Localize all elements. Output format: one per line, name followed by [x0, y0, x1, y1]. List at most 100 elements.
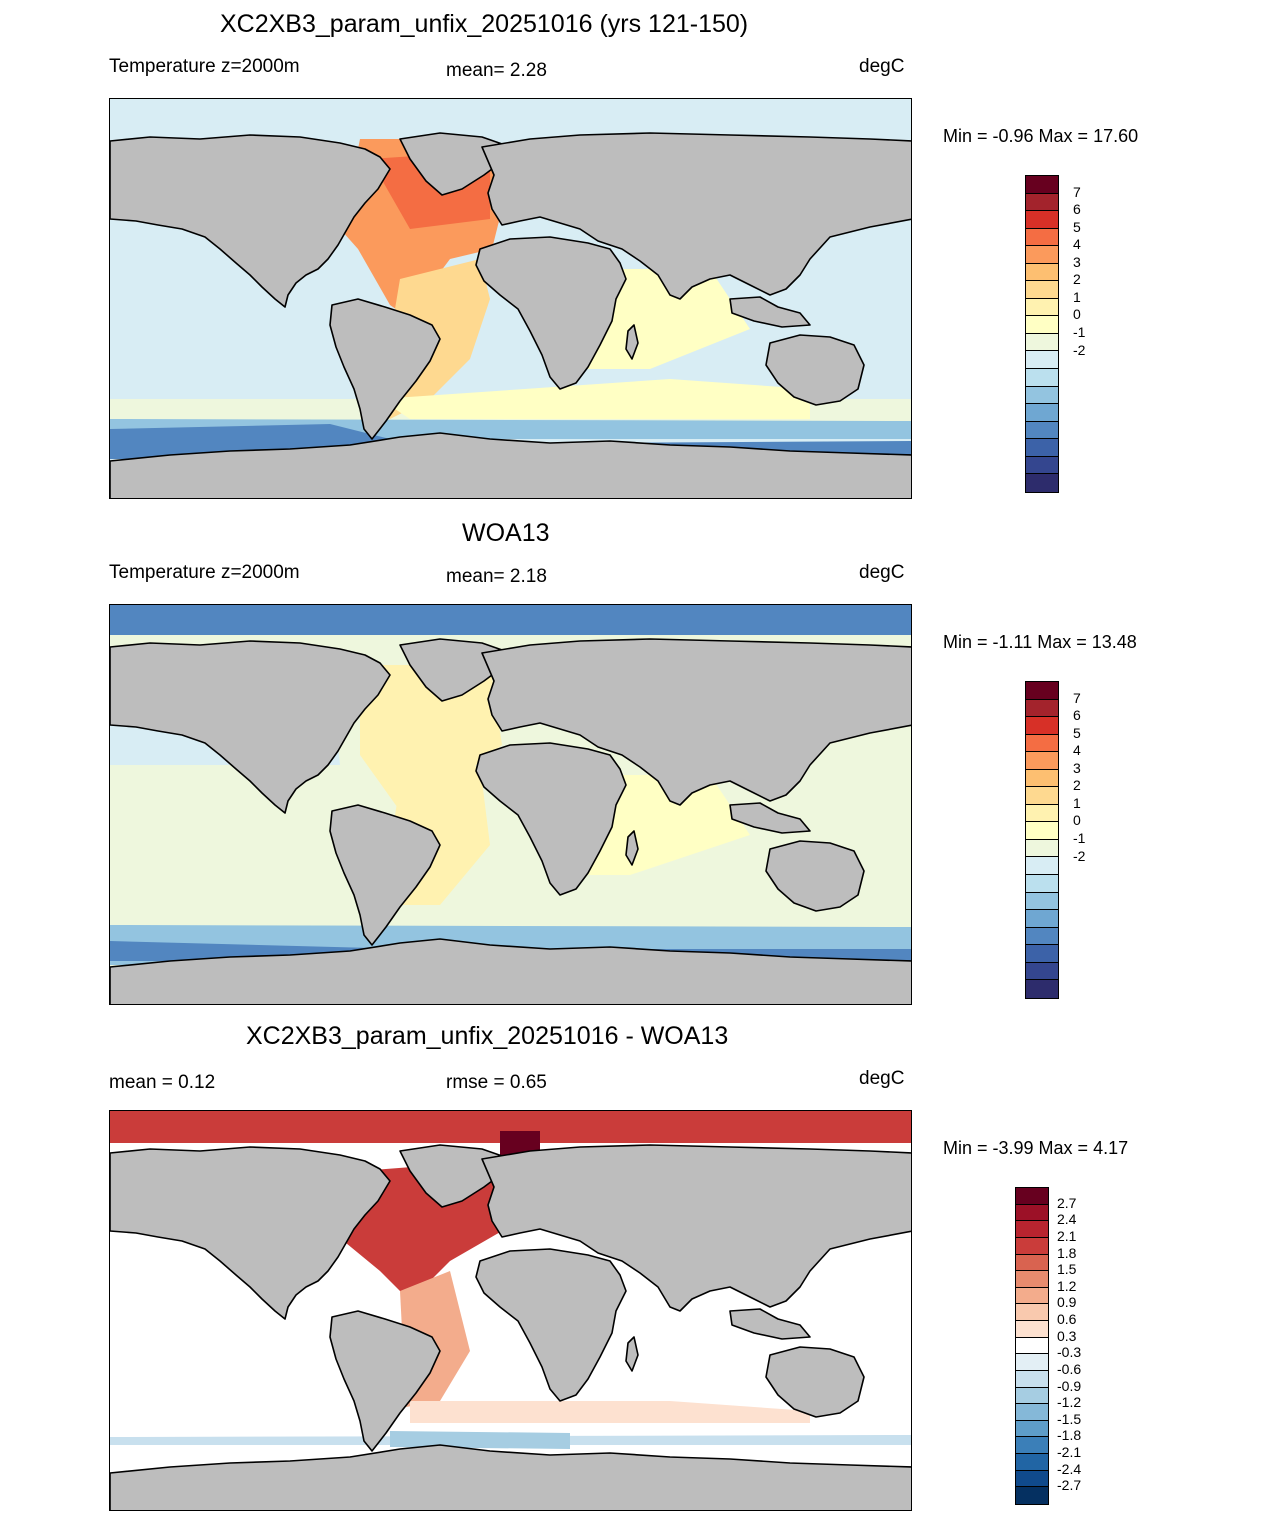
colorbar-swatch: [1016, 1287, 1048, 1305]
landmass-antarctica: [110, 1444, 911, 1510]
ocean-field-region: [110, 1111, 911, 1143]
colorbar-tick-label: 1.2: [1057, 1277, 1077, 1294]
panel3-mean-label: mean = 0.12: [109, 1072, 216, 1093]
panel3-rmse-label: rmse = 0.65: [446, 1072, 547, 1093]
colorbar-tick-label: 5: [1073, 218, 1081, 235]
colorbar-tick-label: -1: [1073, 830, 1086, 846]
colorbar-tick-label: 7: [1073, 689, 1081, 706]
colorbar-swatch: [1016, 1321, 1048, 1338]
colorbar-swatch: [1026, 369, 1058, 387]
colorbar-swatch: [1026, 787, 1058, 805]
colorbar-tick-label: 0: [1073, 812, 1081, 829]
colorbar-swatch: [1016, 1454, 1048, 1471]
panel1-units: degC: [859, 56, 905, 77]
colorbar-tick-label: -2.4: [1057, 1460, 1082, 1477]
colorbar-swatch: [1016, 1404, 1048, 1421]
panel1-variable-label: Temperature z=2000m: [109, 56, 300, 77]
colorbar-tick-label: -1.2: [1057, 1394, 1082, 1411]
colorbar-tick-label: 3: [1073, 253, 1081, 270]
landmass-northAmerica: [110, 640, 391, 814]
colorbar-tick-label: -2.7: [1057, 1477, 1082, 1494]
colorbar-swatch: [1026, 228, 1058, 247]
colorbar-swatch: [1016, 1254, 1048, 1272]
colorbar-tick-label: 4: [1073, 236, 1081, 253]
colorbar-swatch: [1026, 439, 1058, 457]
colorbar-tick-label: -2.1: [1057, 1444, 1082, 1461]
panel3-minmax: Min = -3.99 Max = 4.17: [943, 1138, 1129, 1158]
colorbar-swatch: [1016, 1420, 1048, 1438]
colorbar-swatch: [1026, 404, 1058, 422]
colorbar-swatch: [1026, 333, 1058, 352]
landmass-southAmerica: [329, 298, 441, 440]
colorbar-swatch: [1026, 176, 1058, 194]
colorbar-swatch: [1016, 1370, 1048, 1388]
panel2-map-svg: [110, 605, 911, 1004]
panel1-minmax: Min = -0.96 Max = 17.60: [943, 126, 1139, 146]
colorbar-tick-label: -1.5: [1057, 1410, 1082, 1427]
panel2-colorbar: [1025, 681, 1059, 999]
colorbar-swatch: [1026, 839, 1058, 858]
colorbar-swatch: [1026, 892, 1058, 911]
landmass-greenland: [399, 1144, 506, 1208]
ocean-field-region: [390, 1431, 570, 1449]
colorbar-swatch: [1016, 1304, 1048, 1321]
colorbar-tick-label: 1.8: [1057, 1244, 1077, 1261]
landmass-eurasia: [481, 132, 911, 300]
ocean-field-region: [360, 665, 502, 825]
landmass-madagascar: [625, 1336, 639, 1372]
panel3-map: [109, 1110, 912, 1511]
colorbar-tick-label: 4: [1073, 742, 1081, 759]
panel3-colorbar: [1015, 1187, 1049, 1505]
colorbar-swatch: [1026, 822, 1058, 840]
colorbar-swatch: [1026, 927, 1058, 946]
colorbar-swatch: [1026, 980, 1058, 998]
panel2-variable-label: Temperature z=2000m: [109, 562, 300, 583]
colorbar-swatch: [1026, 910, 1058, 928]
panel2-map: [109, 604, 912, 1005]
panel2-title: WOA13: [462, 519, 550, 547]
landmass-antarctica: [110, 938, 911, 1004]
colorbar-swatch: [1016, 1188, 1048, 1205]
colorbar-swatch: [1026, 316, 1058, 334]
ocean-field-region: [580, 269, 750, 369]
colorbar-swatch: [1026, 211, 1058, 229]
colorbar-swatch: [1016, 1221, 1048, 1238]
colorbar-tick-label: -2: [1073, 847, 1086, 864]
colorbar-swatch: [1026, 474, 1058, 492]
landmass-australia: [765, 334, 865, 406]
colorbar-swatch: [1026, 246, 1058, 264]
colorbar-swatch: [1016, 1337, 1048, 1355]
colorbar-swatch: [1026, 875, 1058, 893]
colorbar-tick-label: -0.3: [1057, 1344, 1082, 1361]
colorbar-tick-label: -0.6: [1057, 1360, 1082, 1377]
panel2-mean-label: mean= 2.18: [446, 566, 547, 587]
colorbar-swatch: [1026, 945, 1058, 963]
colorbar-swatch: [1016, 1387, 1048, 1405]
colorbar-tick-label: 2.4: [1057, 1211, 1077, 1228]
colorbar-swatch: [1026, 804, 1058, 823]
colorbar-swatch: [1026, 752, 1058, 770]
colorbar-swatch: [1026, 962, 1058, 981]
colorbar-tick-label: 6: [1073, 201, 1081, 218]
ocean-field-region: [410, 1401, 810, 1423]
landmass-africa: [475, 1248, 627, 1402]
colorbar-tick-label: -1.8: [1057, 1427, 1082, 1444]
landmass-eurasia: [481, 1144, 911, 1312]
colorbar-swatch: [1016, 1204, 1048, 1222]
landmass-indonesia: [729, 1308, 811, 1340]
colorbar-tick-label: 1: [1073, 288, 1081, 305]
colorbar-swatch: [1016, 1271, 1048, 1288]
colorbar-swatch: [1026, 351, 1058, 370]
colorbar-tick-label: 5: [1073, 724, 1081, 741]
landmass-africa: [475, 742, 627, 896]
colorbar-swatch: [1026, 717, 1058, 735]
panel3-title: XC2XB3_param_unfix_20251016 - WOA13: [246, 1022, 729, 1050]
landmass-southAmerica: [329, 1310, 441, 1452]
colorbar-tick-label: -1: [1073, 324, 1086, 340]
landmass-indonesia: [729, 802, 811, 834]
landmass-australia: [765, 1346, 865, 1418]
panel1-mean-label: mean= 2.28: [446, 60, 547, 81]
colorbar-tick-label: 0.9: [1057, 1294, 1077, 1311]
landmass-northAmerica: [110, 134, 391, 308]
landmass-eurasia: [481, 638, 911, 806]
